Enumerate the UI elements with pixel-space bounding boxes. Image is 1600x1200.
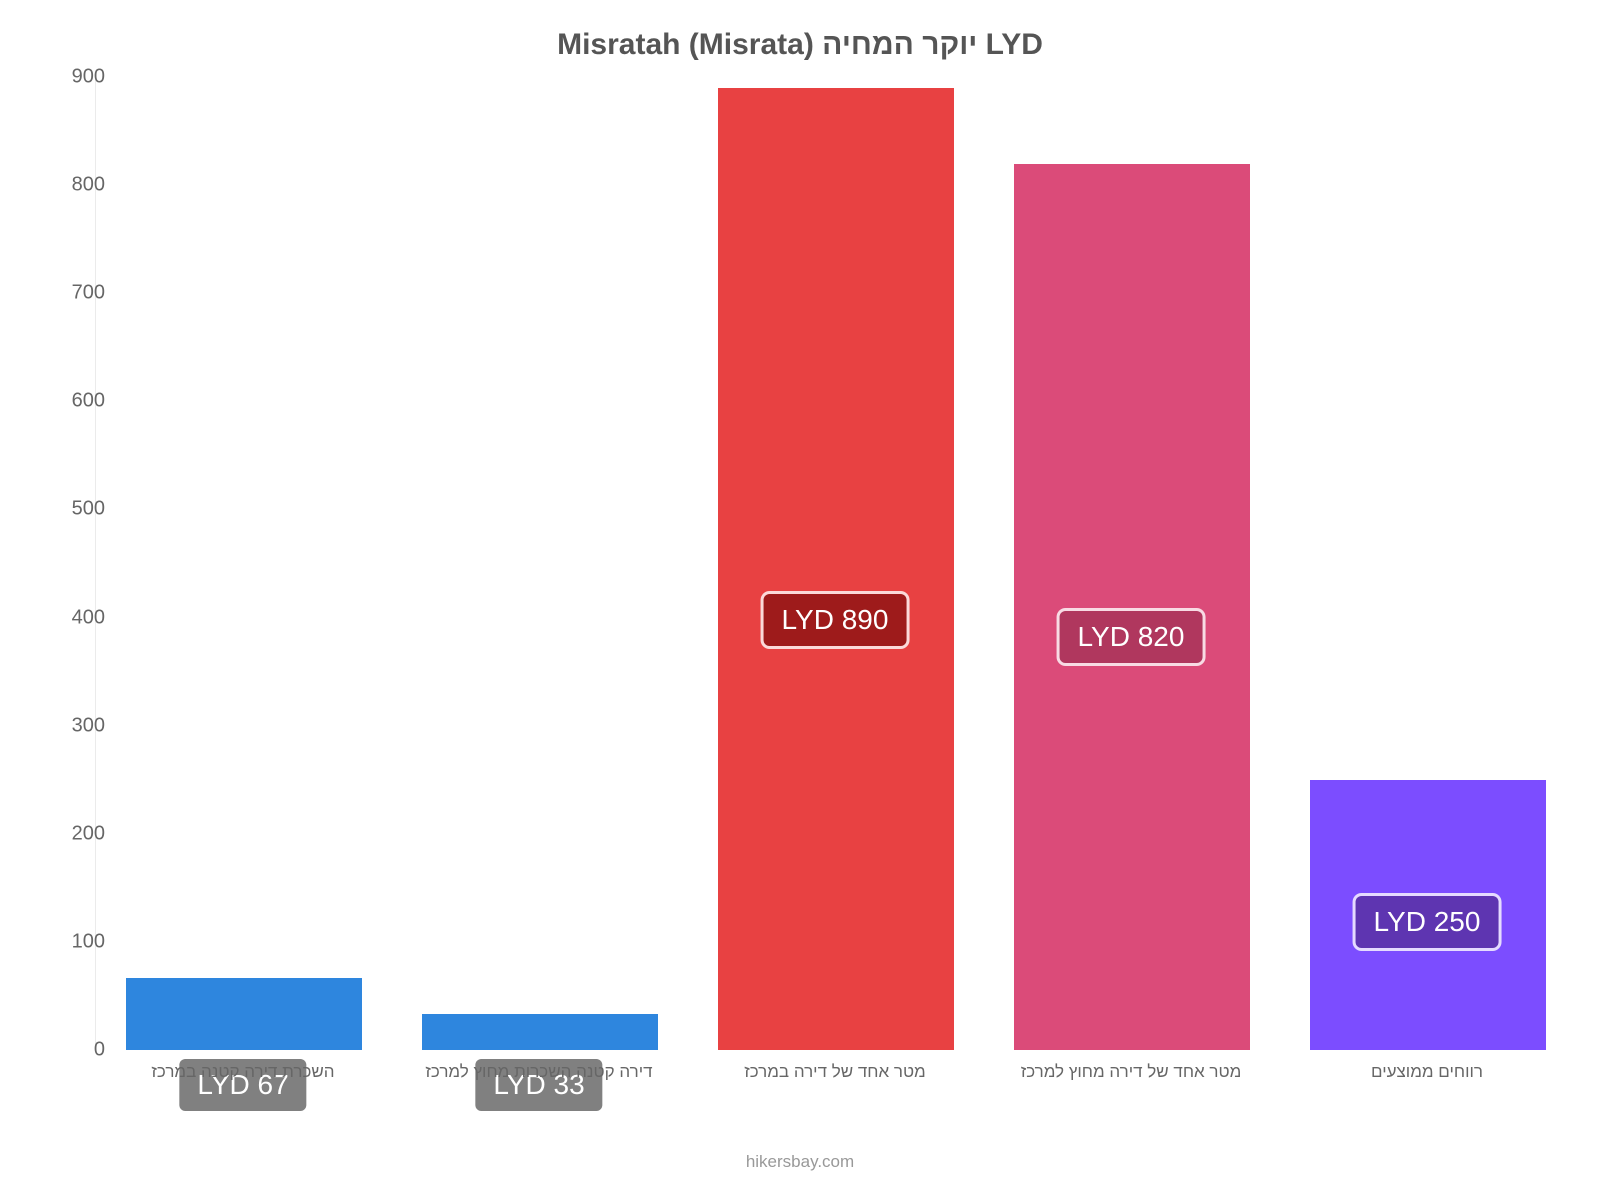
cost-of-living-chart: Misratah (Misrata) יוקר המחיה LYD hikers… — [0, 0, 1600, 1200]
bar — [126, 978, 362, 1050]
y-tick-label: 200 — [72, 822, 105, 845]
y-tick-label: 300 — [72, 714, 105, 737]
y-tick-label: 100 — [72, 930, 105, 953]
y-tick-label: 600 — [72, 390, 105, 413]
bar-value-label: LYD 820 — [1060, 611, 1203, 663]
x-axis-label: מטר אחד של דירה במרכז — [744, 1062, 925, 1082]
chart-title: Misratah (Misrata) יוקר המחיה LYD — [0, 28, 1600, 62]
plot-area — [95, 77, 1575, 1050]
chart-footer: hikersbay.com — [0, 1152, 1600, 1172]
x-axis-label: רווחים ממוצעים — [1371, 1062, 1483, 1082]
x-axis-label: דירה קטנה השכרות מחוץ למרכז — [425, 1062, 652, 1082]
y-tick-label: 900 — [72, 66, 105, 89]
bar — [1014, 164, 1250, 1051]
y-tick-label: 700 — [72, 282, 105, 305]
bar-value-label: LYD 890 — [764, 594, 907, 646]
y-tick-label: 800 — [72, 174, 105, 197]
bar — [718, 88, 954, 1050]
y-tick-label: 500 — [72, 498, 105, 521]
y-tick-label: 0 — [94, 1039, 105, 1062]
x-axis-label: השכרת דירה קטנה במרכז — [151, 1062, 334, 1082]
y-tick-label: 400 — [72, 606, 105, 629]
x-axis-label: מטר אחד של דירה מחוץ למרכז — [1021, 1062, 1242, 1082]
bar-value-label: LYD 250 — [1356, 896, 1499, 948]
bar — [422, 1014, 658, 1050]
